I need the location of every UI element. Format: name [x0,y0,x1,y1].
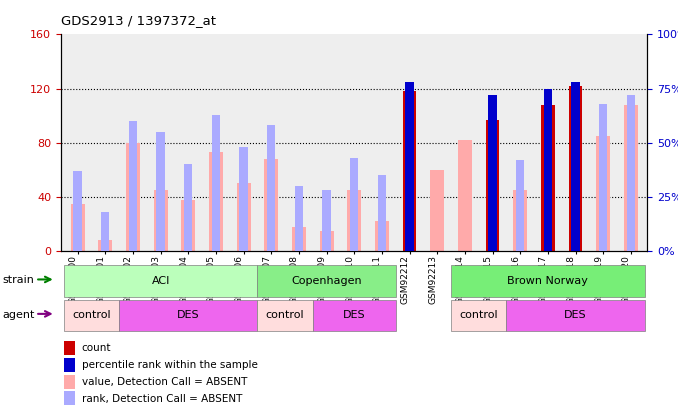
Bar [157,132,165,251]
Bar [264,159,278,251]
Bar [544,89,552,251]
Bar [73,171,82,251]
Bar [458,140,472,251]
Bar [212,115,220,251]
Bar [403,91,416,251]
Text: DES: DES [177,311,199,320]
Bar [451,300,506,331]
Bar [64,341,75,355]
Bar [626,95,635,251]
Text: count: count [81,343,111,353]
Bar [154,190,167,251]
Text: strain: strain [3,275,35,285]
Bar [313,300,396,331]
Bar [375,221,389,251]
Bar [485,120,500,251]
Bar [405,82,414,251]
Bar [64,391,75,405]
Text: DES: DES [343,311,365,320]
Bar [513,190,527,251]
Bar [98,240,112,251]
Bar [597,136,610,251]
Bar [350,158,359,251]
Text: agent: agent [3,310,35,320]
Bar [624,105,638,251]
Bar [101,212,109,251]
Text: control: control [72,311,111,320]
Bar [119,300,258,331]
Bar [319,231,334,251]
Bar [64,375,75,389]
Bar [572,82,580,251]
Bar [516,160,524,251]
Bar [599,104,607,251]
Text: value, Detection Call = ABSENT: value, Detection Call = ABSENT [81,377,247,387]
Bar [347,190,361,251]
Text: ACI: ACI [151,276,170,286]
Bar [451,265,645,297]
Bar [181,200,195,251]
Text: Brown Norway: Brown Norway [507,276,589,286]
Bar [431,170,444,251]
Bar [267,126,275,251]
Text: Copenhagen: Copenhagen [292,276,362,286]
Bar [64,358,75,372]
Bar [64,265,258,297]
Bar [378,175,386,251]
Text: rank, Detection Call = ABSENT: rank, Detection Call = ABSENT [81,394,242,403]
Bar [323,190,331,251]
Bar [506,300,645,331]
Bar [569,86,582,251]
Text: percentile rank within the sample: percentile rank within the sample [81,360,258,370]
Bar [258,265,396,297]
Text: control: control [460,311,498,320]
Bar [488,95,497,251]
Bar [129,121,137,251]
Bar [292,227,306,251]
Bar [71,204,85,251]
Bar [541,105,555,251]
Bar [184,164,193,251]
Bar [209,152,223,251]
Bar [258,300,313,331]
Bar [239,147,247,251]
Bar [295,186,303,251]
Text: DES: DES [564,311,587,320]
Bar [64,300,119,331]
Bar [237,183,250,251]
Text: GDS2913 / 1397372_at: GDS2913 / 1397372_at [61,14,216,27]
Text: control: control [266,311,304,320]
Bar [126,143,140,251]
